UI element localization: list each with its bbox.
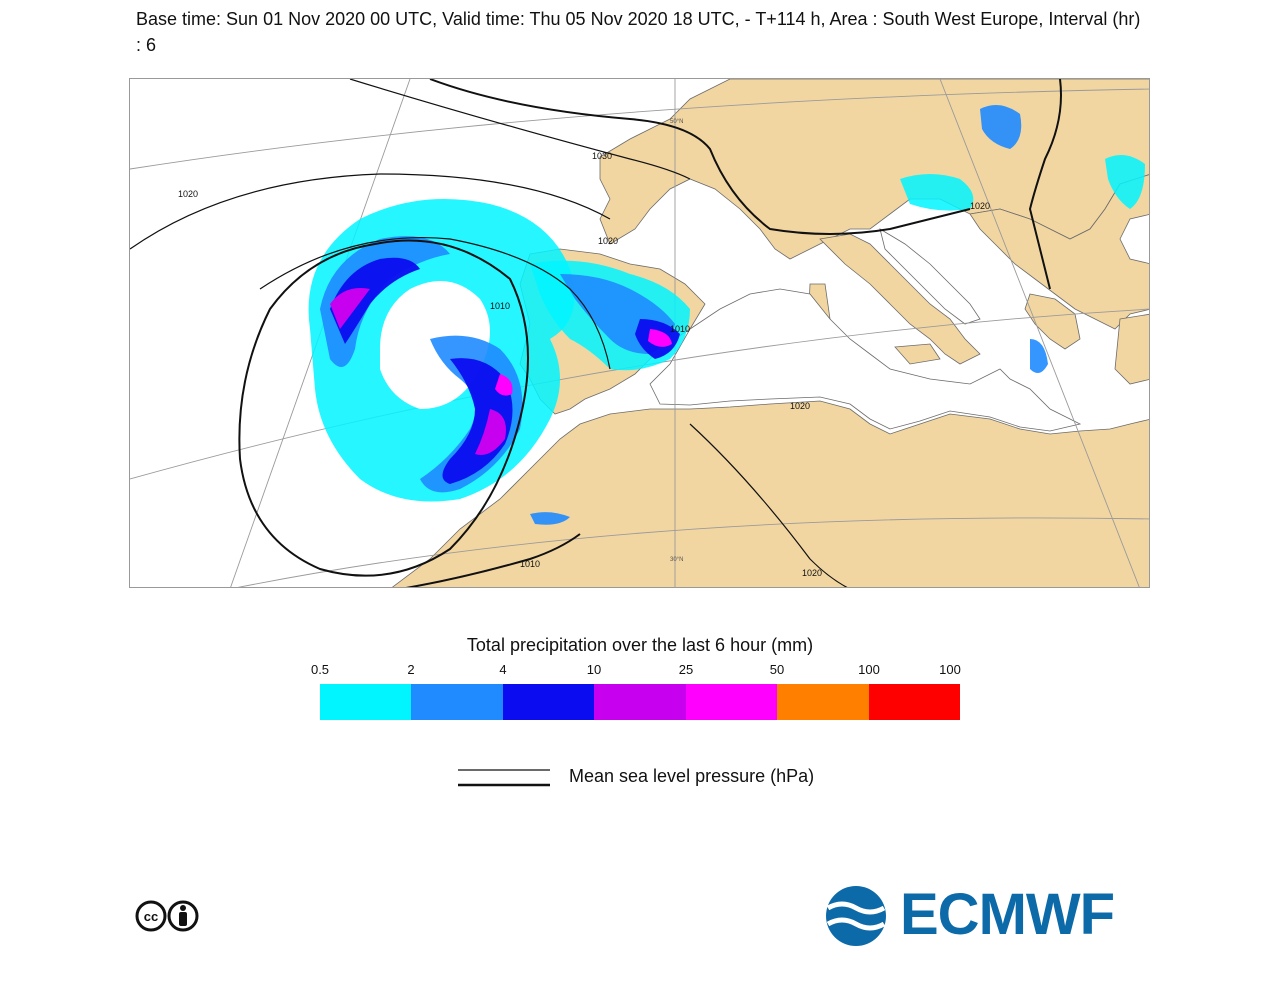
land-balkans [969,174,1149,330]
legend-swatch [594,684,686,720]
precip-balkans [900,174,974,211]
ecmwf-logo-text: ECMWF [900,882,1115,947]
legend-swatch [411,684,503,720]
legend-tick: 25 [678,662,694,677]
precip-intense-north [495,374,513,396]
legend-color-bar [320,684,960,720]
legend-tick: 4 [499,662,507,677]
isobar-1030-north [349,79,691,180]
isobar-label: 1010 [490,301,510,311]
precip-balkans-mod [980,105,1022,149]
precip-moderate-band [320,236,450,367]
isobar-label: 1010 [520,559,540,569]
isobar-label: 1030 [592,151,612,161]
legend-tick: 100 [858,662,880,677]
precip-iberia-intense [648,329,672,347]
isobar-1010-low [238,239,529,577]
creative-commons-by-icon: cc [135,900,199,932]
isobar-1020-south [689,423,848,587]
land-italy [819,233,981,365]
precipitation-layer [308,105,1145,525]
precip-morocco [530,512,570,525]
legend-swatch [320,684,412,720]
legend-tick: 0.5 [310,662,330,677]
isobar-1030-top [429,79,971,235]
isobar-label: 1020 [790,401,810,411]
land-greece [1024,293,1081,350]
sea-adriatic [879,228,981,325]
land-sicily [894,343,941,365]
precip-greece [1030,339,1048,373]
isobar-label: 1020 [970,201,990,211]
isobar-label: 1010 [670,324,690,334]
legend-tick: 100 [939,662,961,677]
isobar-1020-outer [130,173,611,250]
legend-swatch [777,684,869,720]
precip-heavy-core [330,257,420,344]
graticule-label: 50°N [670,119,683,125]
graticule-label-layer: 50°N 30°N [670,119,683,563]
legend-ticks: 0.5 2 4 10 25 50 100 100 [311,662,961,680]
sea-mediterranean [649,288,1082,432]
isobar-1020-east [1028,79,1062,290]
precip-intense-core [330,288,370,329]
header-title: Base time: Sun 01 Nov 2020 00 UTC, Valid… [136,9,1141,55]
isobar-layer [130,79,1062,587]
isobar-1010-south [405,533,581,587]
isobar-label-layer: 1030 1020 1020 1010 1010 1020 1020 1010 … [178,151,990,578]
sea-layer [649,214,1149,432]
precip-turkey [1105,155,1145,209]
svg-text:cc: cc [144,909,158,924]
legend-title: Total precipitation over the last 6 hour… [466,635,814,655]
legend-tick: 2 [407,662,415,677]
legend-tick: 10 [586,662,602,677]
isobar-label: 1020 [598,236,618,246]
legend-swatch [868,684,960,720]
weather-map: 1030 1020 1020 1010 1010 1020 1020 1010 … [129,78,1150,588]
land-north-africa [392,400,1149,587]
chart-header: Base time: Sun 01 Nov 2020 00 UTC, Valid… [136,6,1146,58]
legend-swatch [685,684,778,720]
precip-heavy-east [442,358,513,484]
isobar-label: 1020 [178,189,198,199]
mslp-label: Mean sea level pressure (hPa) [569,766,815,786]
isobar-label: 1020 [802,568,822,578]
map-canvas: 1030 1020 1020 1010 1010 1020 1020 1010 … [130,79,1149,587]
sea-black-sea [1119,214,1149,264]
ecmwf-logo-icon [826,886,886,946]
graticule-label: 30°N [670,557,683,563]
precip-intense-east [475,409,506,455]
isobar-1020-ring [259,236,611,370]
legend-tick: 50 [769,662,785,677]
legend-swatch [502,684,595,720]
land-anatolia [1114,313,1149,385]
mslp-line-key [458,769,550,787]
